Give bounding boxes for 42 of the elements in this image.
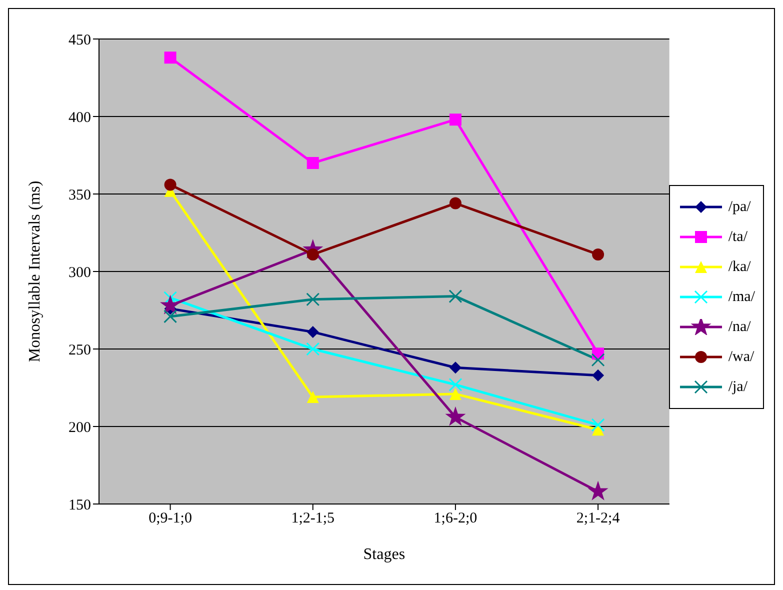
y-tick-label: 250 <box>68 342 91 358</box>
point <box>164 310 178 324</box>
point <box>449 362 462 374</box>
point <box>306 342 320 356</box>
legend-label: /pa/ <box>728 198 751 216</box>
point <box>306 326 319 338</box>
x-tick-label: 0;9-1;0 <box>148 510 192 527</box>
point <box>164 178 176 191</box>
y-tick-label: 450 <box>68 32 91 48</box>
legend-label: /na/ <box>728 318 751 336</box>
y-tick-label: 200 <box>68 420 91 436</box>
point <box>588 480 608 500</box>
x-tick-label: 1;6-2;0 <box>434 510 478 527</box>
point <box>449 114 462 126</box>
x-tick-label: 2;1-2;4 <box>576 510 620 527</box>
point <box>160 294 181 314</box>
point <box>591 418 605 432</box>
point <box>592 248 604 260</box>
point <box>449 388 462 400</box>
legend-label: /ja/ <box>728 378 748 396</box>
point <box>591 353 605 367</box>
y-axis-title: Monosyllable Intervals (ms) <box>26 180 44 362</box>
point <box>592 369 604 382</box>
point <box>306 391 319 404</box>
y-tick-label: 300 <box>68 264 91 281</box>
legend-label: /ta/ <box>728 228 748 246</box>
point <box>306 292 320 306</box>
point <box>306 157 319 169</box>
x-axis-title: Stages <box>363 546 406 563</box>
y-tick-label: 400 <box>68 110 91 126</box>
legend-label: /ka/ <box>728 258 751 276</box>
point <box>448 378 462 392</box>
point <box>448 290 462 304</box>
y-tick-label: 350 <box>68 187 91 204</box>
point <box>445 406 466 426</box>
legend-label: /ma/ <box>728 288 755 306</box>
x-tick-label: 1;2-1;5 <box>291 510 335 527</box>
point <box>164 52 176 64</box>
y-tick-label: 150 <box>68 497 91 514</box>
legend-label: /wa/ <box>728 348 754 366</box>
point <box>592 424 604 436</box>
point <box>449 197 462 210</box>
